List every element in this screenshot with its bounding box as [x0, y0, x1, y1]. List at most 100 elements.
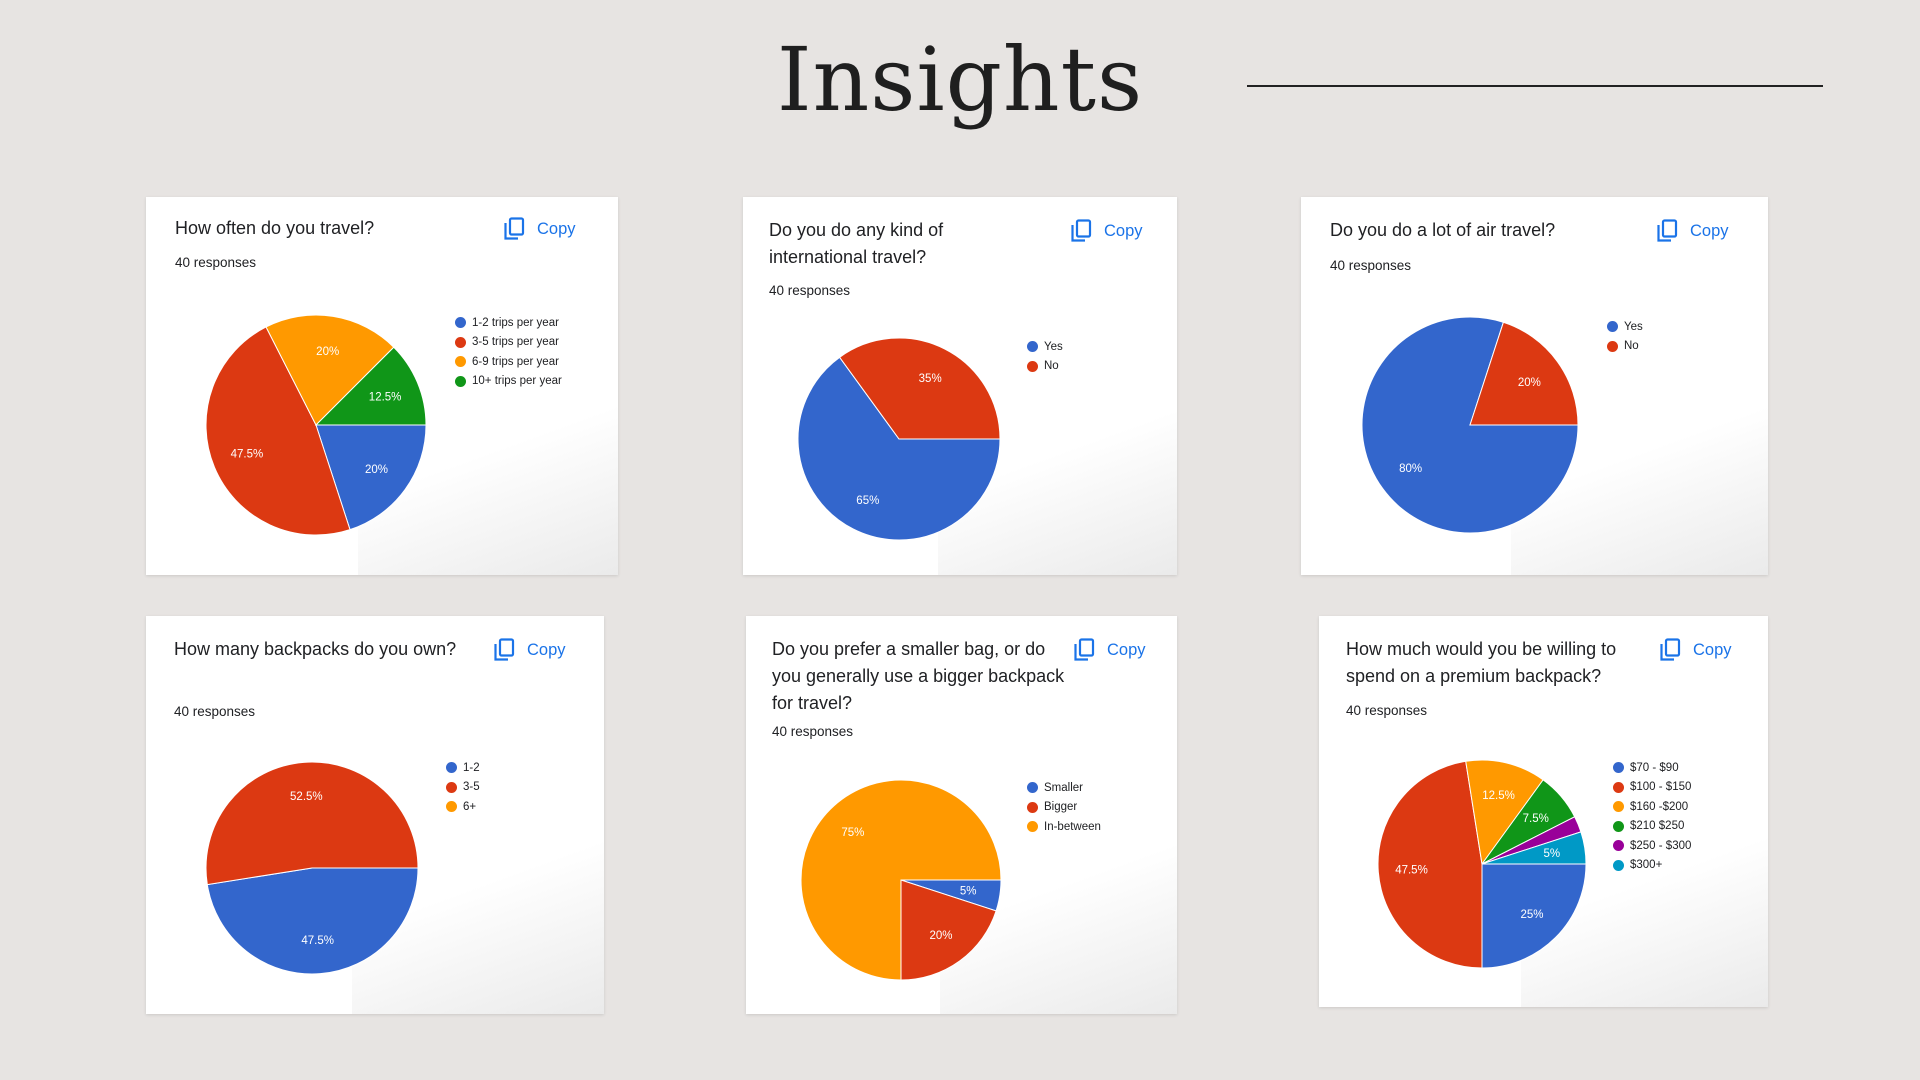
copy-button[interactable]: Copy	[1659, 638, 1732, 662]
legend-item: $160 -$200	[1613, 797, 1691, 817]
page-title: Insights	[776, 28, 1144, 131]
legend-item: 1-2	[446, 758, 480, 778]
legend-swatch	[1613, 820, 1624, 832]
legend-item: 3-5	[446, 778, 480, 798]
legend-label: Yes	[1044, 340, 1063, 353]
legend-swatch	[1613, 859, 1624, 871]
slice-label: 52.5%	[290, 791, 323, 803]
legend-item: $250 - $300	[1613, 836, 1691, 856]
legend-item: 6+	[446, 797, 480, 817]
legend-item: $210 $250	[1613, 817, 1691, 837]
slice-label: 12.5%	[1482, 790, 1515, 802]
pie-slice-1	[206, 867, 419, 975]
response-count: 40 responses	[175, 255, 257, 270]
legend-label: $70 - $90	[1630, 761, 1679, 774]
title-divider	[1247, 85, 1823, 87]
legend-swatch	[1613, 840, 1624, 852]
chart-legend: $70 - $90 $100 - $150 $160 -$200 $210 $250 $…	[1613, 758, 1691, 875]
copy-button[interactable]: Copy	[503, 217, 576, 241]
slice-label: 80%	[1399, 463, 1422, 475]
legend-swatch	[1027, 360, 1038, 372]
legend-item: Bigger	[1027, 798, 1101, 818]
chart-card-6: How much would you be willing to spend o…	[1319, 616, 1768, 1007]
chart-card-2: Do you do any kind of international trav…	[743, 197, 1177, 575]
legend-swatch	[455, 336, 466, 348]
legend-label: $100 - $150	[1630, 781, 1692, 794]
pie-chart: 5% 20% 75%	[800, 779, 1002, 981]
legend-swatch	[446, 762, 457, 774]
slice-label: 20%	[1518, 377, 1541, 389]
pie-slice-2	[900, 879, 997, 981]
legend-item: No	[1027, 357, 1063, 377]
slice-label: 47.5%	[301, 935, 334, 947]
chart-card-3: Do you do a lot of air travel? 40 respons…	[1301, 197, 1768, 575]
legend-label: 3-5	[463, 781, 480, 794]
legend-label: No	[1624, 340, 1639, 353]
legend-swatch	[1613, 781, 1624, 793]
legend-swatch	[446, 781, 457, 793]
chart-card-5: Do you prefer a smaller bag, or do you g…	[746, 616, 1177, 1014]
legend-item: 10+ trips per year	[455, 372, 562, 392]
copy-label: Copy	[1693, 640, 1732, 659]
legend-label: No	[1044, 360, 1059, 373]
slice-label: 20%	[316, 346, 339, 358]
chart-legend: Yes No	[1607, 317, 1643, 356]
legend-item: Yes	[1027, 337, 1063, 357]
copy-icon	[1656, 219, 1678, 243]
slice-label: 20%	[365, 464, 388, 476]
legend-item: 3-5 trips per year	[455, 333, 562, 353]
question-title: How many backpacks do you own?	[174, 639, 457, 659]
pie-slice-1	[797, 356, 1001, 541]
legend-item: In-between	[1027, 817, 1101, 837]
copy-button[interactable]: Copy	[1073, 638, 1146, 662]
pie-slice-2	[838, 337, 1001, 440]
legend-item: 1-2 trips per year	[455, 313, 562, 333]
copy-icon	[1073, 638, 1095, 662]
legend-item: Smaller	[1027, 778, 1101, 798]
copy-icon	[1659, 638, 1681, 662]
chart-card-1: How often do you travel? 40 responses Copy…	[146, 197, 618, 575]
copy-icon	[493, 638, 515, 662]
copy-button[interactable]: Copy	[493, 638, 566, 662]
legend-swatch	[1027, 801, 1038, 813]
pie-slice-2	[1469, 321, 1579, 426]
legend-label: 3-5 trips per year	[472, 336, 559, 349]
legend-swatch	[1613, 801, 1624, 813]
legend-item: 6-9 trips per year	[455, 352, 562, 372]
question-title: How often do you travel?	[175, 218, 375, 238]
legend-item: No	[1607, 337, 1643, 357]
slice-label: 5%	[1544, 848, 1561, 860]
legend-swatch	[1613, 762, 1624, 774]
pie-slice-1	[1481, 863, 1587, 969]
slice-label: 12.5%	[369, 391, 402, 403]
response-count: 40 responses	[1346, 703, 1428, 718]
pie-slice-1	[315, 424, 427, 531]
legend-label: 1-2	[463, 761, 480, 774]
slice-label: 65%	[856, 495, 879, 507]
legend-label: Bigger	[1044, 801, 1078, 814]
chart-legend: 1-2 trips per year 3-5 trips per year 6-9 …	[455, 313, 562, 391]
legend-label: $160 -$200	[1630, 800, 1689, 813]
copy-button[interactable]: Copy	[1070, 219, 1143, 243]
legend-label: 6+	[463, 800, 477, 813]
legend-swatch	[455, 375, 466, 387]
pie-slice-2	[205, 761, 419, 886]
question-title: Do you do a lot of air travel?	[1330, 220, 1556, 240]
question-title: How much would you be willing to spend o…	[1346, 639, 1617, 686]
copy-button[interactable]: Copy	[1656, 219, 1729, 243]
copy-label: Copy	[1690, 221, 1729, 240]
copy-label: Copy	[537, 219, 576, 238]
legend-item: $100 - $150	[1613, 778, 1691, 798]
response-count: 40 responses	[174, 704, 256, 719]
legend-swatch	[455, 356, 466, 368]
legend-swatch	[1027, 821, 1038, 833]
pie-chart: 25% 47.5% 12.5% 7.5% 5%	[1377, 759, 1587, 969]
slice-label: 47.5%	[231, 449, 264, 461]
slice-label: 20%	[929, 930, 952, 942]
legend-label: 1-2 trips per year	[472, 316, 559, 329]
legend-swatch	[455, 317, 466, 329]
slice-label: 7.5%	[1523, 813, 1549, 825]
chart-card-4: How many backpacks do you own? 40 respons…	[146, 616, 604, 1014]
slice-label: 35%	[919, 373, 942, 385]
legend-swatch	[1607, 321, 1618, 333]
